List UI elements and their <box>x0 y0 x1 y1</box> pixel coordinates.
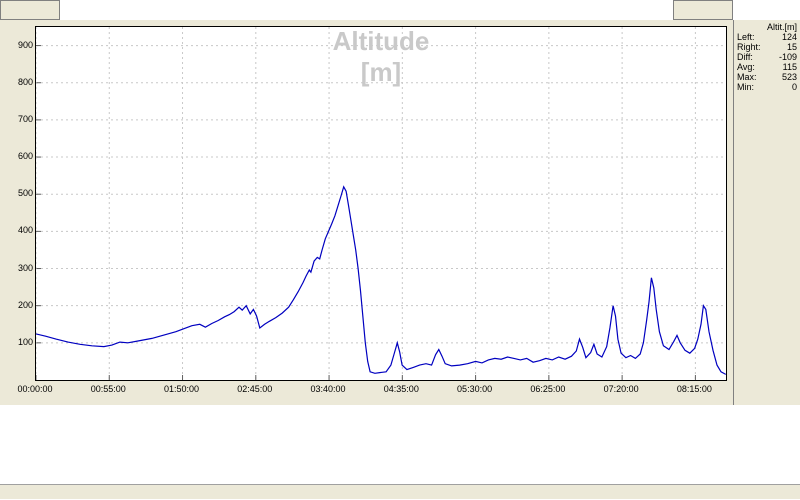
stats-val: 0 <box>792 82 797 92</box>
stats-row: Avg: 115 <box>737 62 797 72</box>
readout-right: 08:38:00 281.56 <box>673 0 733 20</box>
stats-key: Left: <box>737 32 755 42</box>
y-tick-label: 800 <box>18 77 33 87</box>
stats-panel: Altit.[m] Left: 124 Right: 15 Diff: -109 Avg: 1… <box>733 20 800 405</box>
stats-key: Avg: <box>737 62 755 72</box>
x-tick-label: 03:40:00 <box>311 384 346 394</box>
stats-val: 523 <box>782 72 797 82</box>
stats-header: Altit.[m] <box>737 22 797 32</box>
stats-row: Left: 124 <box>737 32 797 42</box>
app-root: 00:00:00 0.00 08:38:00 281.56 Altit.[m] … <box>0 0 800 500</box>
y-tick-label: 700 <box>18 114 33 124</box>
x-tick-label: 06:25:00 <box>530 384 565 394</box>
stats-val: 124 <box>782 32 797 42</box>
y-tick-label: 600 <box>18 151 33 161</box>
readout-left: 00:00:00 0.00 <box>0 0 60 20</box>
chart-frame: Altitude [m] 100200300400500600700800900… <box>0 20 733 405</box>
stats-row: Min: 0 <box>737 82 797 92</box>
x-tick-label: 04:35:00 <box>384 384 419 394</box>
stats-row: Max: 523 <box>737 72 797 82</box>
status-bar <box>0 484 800 500</box>
x-tick-label: 00:00:00 <box>17 384 52 394</box>
x-tick-label: 00:55:00 <box>91 384 126 394</box>
stats-key: Right: <box>737 42 761 52</box>
y-tick-label: 200 <box>18 300 33 310</box>
stats-key: Max: <box>737 72 757 82</box>
x-tick-label: 08:15:00 <box>677 384 712 394</box>
stats-row: Diff: -109 <box>737 52 797 62</box>
x-tick-label: 01:50:00 <box>164 384 199 394</box>
x-tick-label: 07:20:00 <box>604 384 639 394</box>
y-tick-label: 300 <box>18 263 33 273</box>
stats-val: -109 <box>779 52 797 62</box>
stats-val: 15 <box>787 42 797 52</box>
stats-key: Diff: <box>737 52 753 62</box>
stats-key: Min: <box>737 82 754 92</box>
stats-val: 115 <box>783 62 797 72</box>
chart-plot[interactable] <box>35 26 727 381</box>
stats-row: Right: 15 <box>737 42 797 52</box>
y-tick-label: 500 <box>18 188 33 198</box>
y-tick-label: 100 <box>18 337 33 347</box>
y-tick-label: 900 <box>18 40 33 50</box>
chart-svg <box>36 27 726 380</box>
x-tick-label: 02:45:00 <box>237 384 272 394</box>
y-tick-label: 400 <box>18 225 33 235</box>
x-tick-label: 05:30:00 <box>457 384 492 394</box>
